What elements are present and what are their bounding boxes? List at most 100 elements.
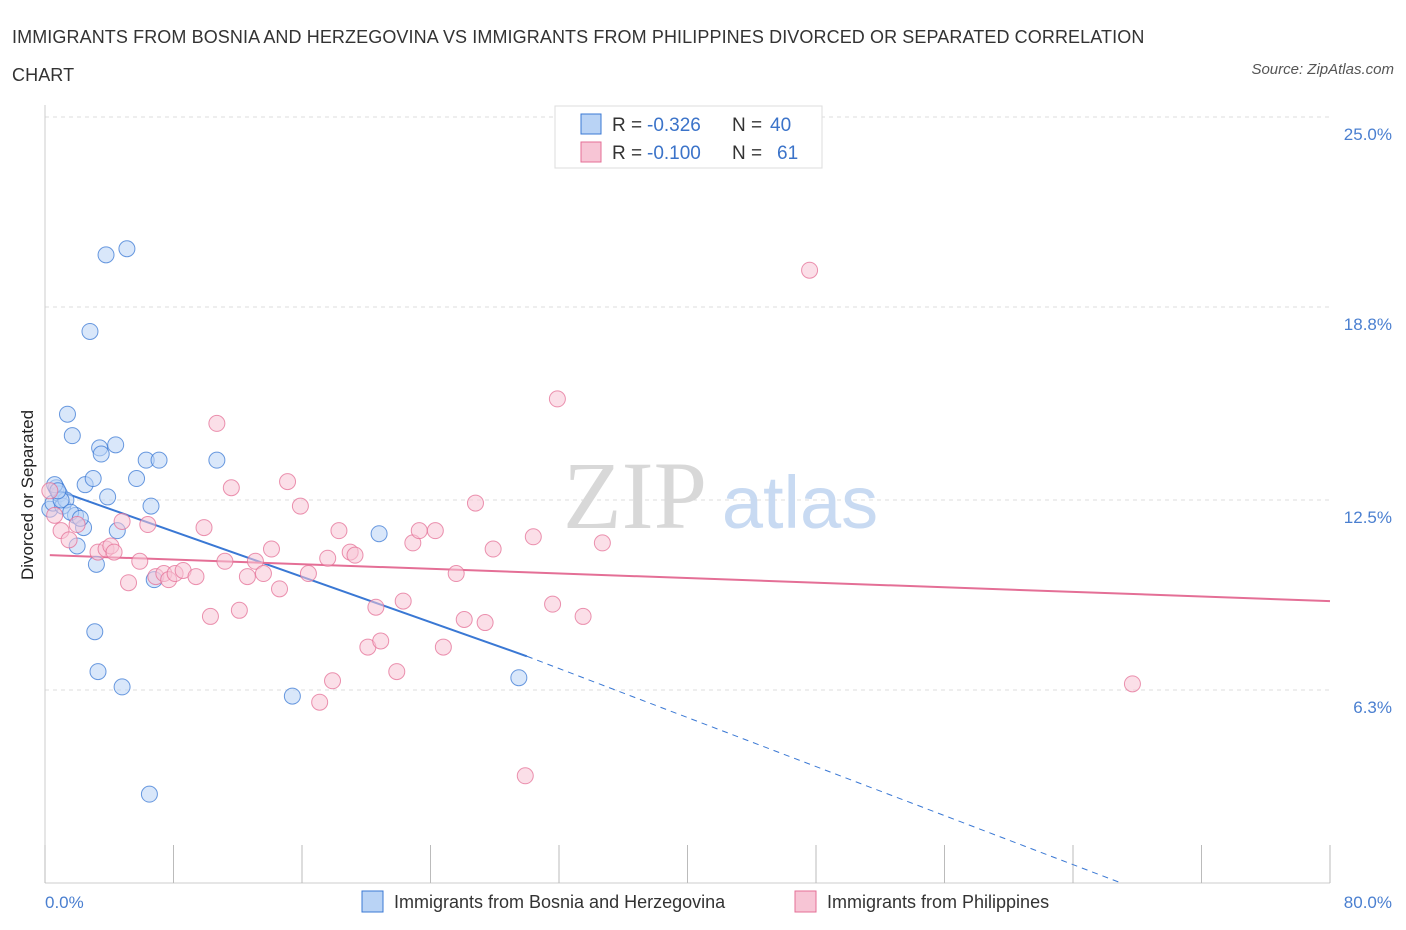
philippines-point <box>68 516 86 534</box>
philippines-point <box>388 663 406 681</box>
watermark-zip: ZIP <box>563 442 707 549</box>
bosnia-point <box>92 445 110 463</box>
philippines-point <box>544 595 562 613</box>
y-tick-label-2: 18.8% <box>1344 315 1392 334</box>
source-label: Source: ZipAtlas.com <box>1251 61 1394 78</box>
philippines-point <box>46 506 64 524</box>
philippines-point <box>394 592 412 610</box>
watermark-atlas: atlas <box>722 461 878 544</box>
legend-n-label-1: N = <box>732 143 762 164</box>
bottom-legend-swatch-pink <box>794 890 817 913</box>
bosnia-point <box>150 451 168 469</box>
bosnia-point <box>86 623 104 641</box>
legend-r-value-1: -0.100 <box>647 143 701 164</box>
philippines-point <box>484 540 502 558</box>
philippines-point <box>801 261 819 279</box>
philippines-point <box>346 546 364 564</box>
philippines-point <box>279 473 297 491</box>
bottom-legend: Immigrants from Bosnia and Herzegovina I… <box>361 890 1049 913</box>
philippines-point <box>216 552 234 570</box>
x-tick-label-1: 80.0% <box>1344 893 1392 912</box>
y-axis-label: Divorced or Separated <box>18 410 37 580</box>
bottom-legend-label-1: Immigrants from Philippines <box>827 892 1049 912</box>
philippines-point <box>426 522 444 540</box>
bosnia-point <box>63 427 81 445</box>
y-tick-labels: 6.3% 12.5% 18.8% 25.0% <box>1344 125 1392 717</box>
bosnia-point <box>208 451 226 469</box>
bosnia-point <box>99 488 117 506</box>
philippines-point <box>548 390 566 408</box>
bosnia-point <box>107 436 125 454</box>
philippines-point <box>516 767 534 785</box>
legend-r-label-0: R = <box>612 115 642 136</box>
bottom-legend-swatch-blue <box>361 890 384 913</box>
watermark: ZIP atlas <box>563 442 878 549</box>
philippines-point <box>299 565 317 583</box>
philippines-point <box>105 543 123 561</box>
legend-r-value-0: -0.326 <box>647 115 701 136</box>
legend: R = -0.326 N = 40 R = -0.100 N = 61 <box>554 105 823 169</box>
philippines-point <box>324 672 342 690</box>
philippines-point <box>466 494 484 512</box>
bosnia-point <box>58 405 76 423</box>
y-tick-label-1: 12.5% <box>1344 508 1392 527</box>
philippines-point <box>291 497 309 515</box>
philippines-point <box>120 574 138 592</box>
bosnia-point <box>510 669 528 687</box>
bosnia-point <box>140 785 158 803</box>
philippines-point <box>222 479 240 497</box>
philippines-point <box>434 638 452 656</box>
legend-n-label-0: N = <box>732 115 762 136</box>
legend-n-value-0: 40 <box>770 115 791 136</box>
philippines-point <box>139 516 157 534</box>
bosnia-point <box>81 322 99 340</box>
philippines-point <box>187 568 205 586</box>
y-tick-label-3: 25.0% <box>1344 125 1392 144</box>
philippines-point <box>1123 675 1141 693</box>
legend-r-label-1: R = <box>612 143 642 164</box>
x-tick-labels: 0.0% 80.0% <box>45 893 1392 912</box>
x-tick-label-0: 0.0% <box>45 893 84 912</box>
bottom-legend-label-0: Immigrants from Bosnia and Herzegovina <box>394 892 726 912</box>
bosnia-point <box>89 663 107 681</box>
axes <box>44 105 1331 884</box>
bosnia-point <box>142 497 160 515</box>
philippines-point <box>201 607 219 625</box>
bosnia-point <box>370 525 388 543</box>
philippines-point <box>330 522 348 540</box>
philippines-point <box>41 482 59 500</box>
bosnia-point <box>118 240 136 258</box>
philippines-point <box>410 522 428 540</box>
philippines-point <box>593 534 611 552</box>
bosnia-trend-line <box>49 486 528 658</box>
philippines-point <box>319 549 337 567</box>
philippines-point <box>113 512 131 530</box>
philippines-point <box>455 610 473 628</box>
philippines-point <box>60 531 78 549</box>
bosnia-point <box>97 246 115 264</box>
philippines-point <box>372 632 390 650</box>
philippines-point <box>271 580 289 598</box>
y-tick-label-0: 6.3% <box>1353 698 1392 717</box>
philippines-point <box>195 519 213 537</box>
philippines-point <box>131 552 149 570</box>
philippines-point <box>574 607 592 625</box>
philippines-point <box>254 565 272 583</box>
bosnia-point <box>128 470 146 488</box>
bosnia-point <box>84 470 102 488</box>
data-points <box>41 240 1141 803</box>
bosnia-point <box>113 678 131 696</box>
philippines-point <box>524 528 542 546</box>
chart-title: IMMIGRANTS FROM BOSNIA AND HERZEGOVINA V… <box>12 27 1145 85</box>
philippines-point <box>246 552 264 570</box>
philippines-point <box>367 598 385 616</box>
philippines-point <box>476 614 494 632</box>
philippines-point <box>447 565 465 583</box>
legend-swatch-blue <box>580 113 602 135</box>
bosnia-trend-extension <box>526 655 1122 884</box>
philippines-point <box>262 540 280 558</box>
philippines-point <box>311 693 329 711</box>
bosnia-point <box>283 687 301 705</box>
legend-n-value-1: 61 <box>777 143 798 164</box>
